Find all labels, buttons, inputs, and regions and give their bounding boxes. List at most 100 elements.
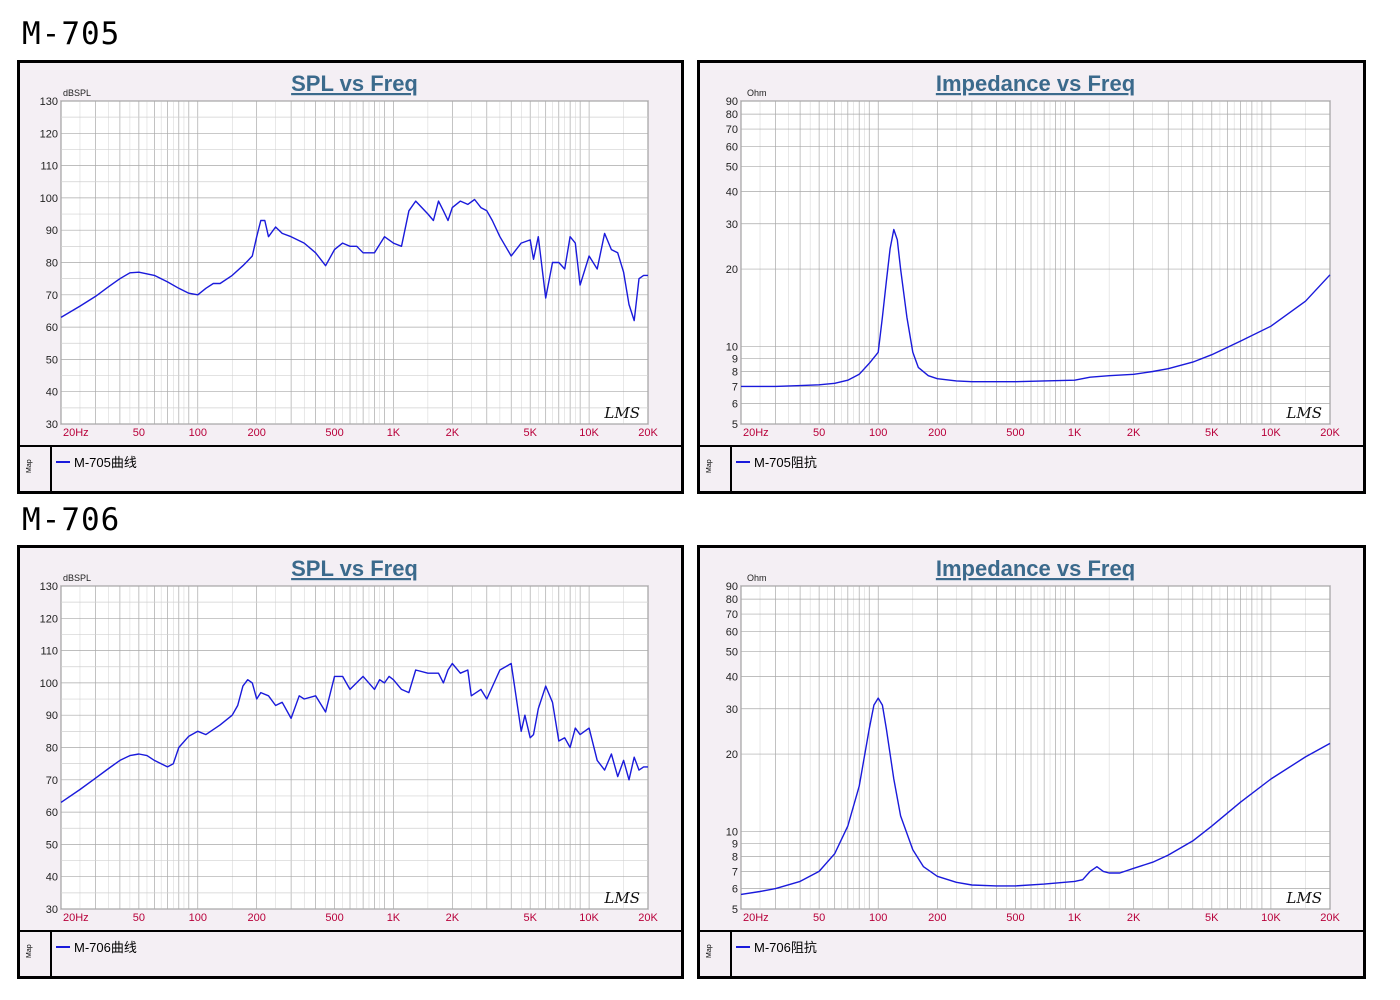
plot-area: [740, 585, 1331, 910]
y-tick-label: 80: [726, 594, 738, 606]
series-line: [60, 198, 648, 322]
y-tick-label: 80: [726, 109, 738, 121]
y-tick-label: 50: [726, 162, 738, 174]
spl-chart-m706: 130 120 110 100 90 80 70 60 50 40 30 20Hz 50 100 200 50…: [17, 545, 684, 979]
x-tick-label: 10K: [579, 427, 599, 439]
x-tick-label: 2K: [446, 912, 460, 924]
spl-chart-m705: 130 120 110 100 90 80 70 60 50 40 30 20Hz 50 100 200 50…: [17, 60, 684, 494]
legend-entry: M-705阻抗: [736, 452, 817, 471]
x-tick-label: 500: [325, 427, 343, 439]
y-tick-label: 70: [46, 775, 58, 787]
series-line: [60, 662, 648, 803]
x-tick-label: 5K: [523, 912, 537, 924]
y-tick-label: 70: [726, 124, 738, 136]
x-tick-label: 5K: [1205, 912, 1219, 924]
x-tick-label: 20K: [1320, 427, 1340, 439]
y-tick-label: 9: [732, 838, 738, 850]
y-axis-label: Ohm: [747, 88, 767, 98]
y-tick-label: 30: [46, 419, 58, 431]
legend-entry: M-705曲线: [56, 452, 137, 471]
y-tick-label: 30: [46, 904, 58, 916]
x-tick-label: 10K: [1261, 912, 1281, 924]
y-tick-label: 60: [726, 141, 738, 153]
legend-side-label: Map: [700, 932, 732, 976]
y-tick-label: 30: [726, 219, 738, 231]
y-tick-label: 8: [732, 366, 738, 378]
y-tick-label: 5: [732, 904, 738, 916]
y-tick-label: 40: [726, 187, 738, 199]
y-tick-label: 100: [40, 678, 58, 690]
x-tick-label: 20Hz: [63, 427, 89, 439]
x-tick-label: 1K: [1068, 912, 1082, 924]
watermark-label: LMS: [603, 404, 640, 422]
y-tick-label: 90: [726, 581, 738, 593]
y-tick-label: 70: [46, 290, 58, 302]
legend-side-label: Map: [700, 447, 732, 491]
x-tick-label: 2K: [446, 427, 460, 439]
y-tick-label: 40: [46, 872, 58, 884]
legend-row: Map M-706曲线: [20, 930, 681, 976]
legend-line-swatch: [736, 945, 750, 948]
x-tick-label: 50: [813, 427, 825, 439]
x-tick-label: 100: [869, 912, 887, 924]
x-tick-label: 500: [1006, 427, 1024, 439]
y-tick-label: 60: [46, 322, 58, 334]
legend-entry: M-706阻抗: [736, 937, 817, 956]
y-tick-label: 20: [726, 264, 738, 276]
x-tick-label: 10K: [579, 912, 599, 924]
x-tick-label: 200: [928, 912, 946, 924]
x-tick-label: 2K: [1127, 912, 1141, 924]
x-tick-label: 10K: [1261, 427, 1281, 439]
x-tick-label: 20K: [638, 427, 658, 439]
y-tick-label: 50: [46, 354, 58, 366]
y-tick-label: 10: [726, 827, 738, 839]
y-tick-label: 10: [726, 342, 738, 354]
y-tick-label: 110: [40, 161, 58, 173]
x-tick-label: 5K: [1205, 427, 1219, 439]
chart-title: SPL vs Freq: [291, 556, 418, 581]
legend-side-label: Map: [20, 932, 52, 976]
x-tick-label: 200: [928, 427, 946, 439]
y-tick-label: 8: [732, 851, 738, 863]
y-tick-label: 110: [40, 646, 58, 658]
y-axis-label: Ohm: [747, 573, 767, 583]
watermark-label: LMS: [1285, 889, 1322, 907]
y-tick-label: 50: [46, 839, 58, 851]
y-tick-label: 80: [46, 743, 58, 755]
y-tick-label: 120: [40, 613, 58, 625]
x-tick-label: 500: [325, 912, 343, 924]
x-tick-label: 100: [189, 912, 207, 924]
y-axis-label: dBSPL: [63, 88, 91, 98]
model-heading-m705: M-705: [22, 16, 121, 52]
plot-area: [740, 100, 1331, 425]
x-tick-label: 100: [189, 427, 207, 439]
legend-row: Map M-705曲线: [20, 445, 681, 491]
x-tick-label: 5K: [523, 427, 537, 439]
x-tick-label: 20Hz: [743, 427, 769, 439]
legend-line-swatch: [56, 945, 70, 948]
x-tick-label: 2K: [1127, 427, 1141, 439]
legend-line-swatch: [736, 460, 750, 463]
model-heading-m706: M-706: [22, 502, 121, 538]
y-tick-label: 7: [732, 381, 738, 393]
y-tick-label: 90: [46, 225, 58, 237]
series-line: [740, 697, 1331, 896]
y-tick-label: 7: [732, 866, 738, 878]
x-tick-label: 50: [133, 427, 145, 439]
chart-svg: 130 120 110 100 90 80 70 60 50 40 30 20Hz 50 100 200 50…: [40, 556, 659, 924]
x-tick-label: 1K: [1068, 427, 1082, 439]
x-tick-label: 50: [813, 912, 825, 924]
x-tick-label: 200: [247, 912, 265, 924]
y-axis-label: dBSPL: [63, 573, 91, 583]
y-tick-label: 90: [46, 710, 58, 722]
y-tick-label: 90: [726, 96, 738, 108]
y-tick-label: 5: [732, 419, 738, 431]
x-tick-label: 20K: [638, 912, 658, 924]
watermark-label: LMS: [603, 889, 640, 907]
chart-title: SPL vs Freq: [291, 71, 418, 96]
chart-svg: 130 120 110 100 90 80 70 60 50 40 30 20Hz 50 100 200 50…: [40, 71, 659, 439]
legend-line-swatch: [56, 460, 70, 463]
x-tick-label: 1K: [387, 427, 401, 439]
y-tick-label: 6: [732, 884, 738, 896]
